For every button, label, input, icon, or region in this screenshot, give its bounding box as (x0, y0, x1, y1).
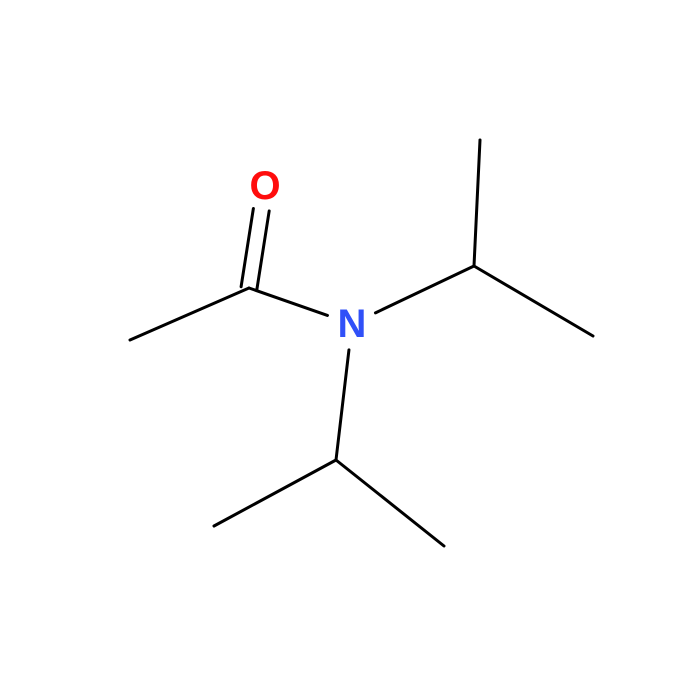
bond (249, 288, 327, 315)
bond (130, 288, 249, 340)
atom-label-n: N (338, 302, 367, 346)
bond (336, 460, 444, 546)
bond (474, 266, 593, 336)
bond (375, 266, 474, 313)
bond (474, 140, 480, 266)
bond (336, 350, 349, 460)
bond (241, 208, 253, 286)
bond (214, 460, 336, 526)
atom-label-o: O (249, 164, 280, 208)
molecule-diagram: ON (0, 0, 700, 700)
bond (257, 211, 269, 289)
